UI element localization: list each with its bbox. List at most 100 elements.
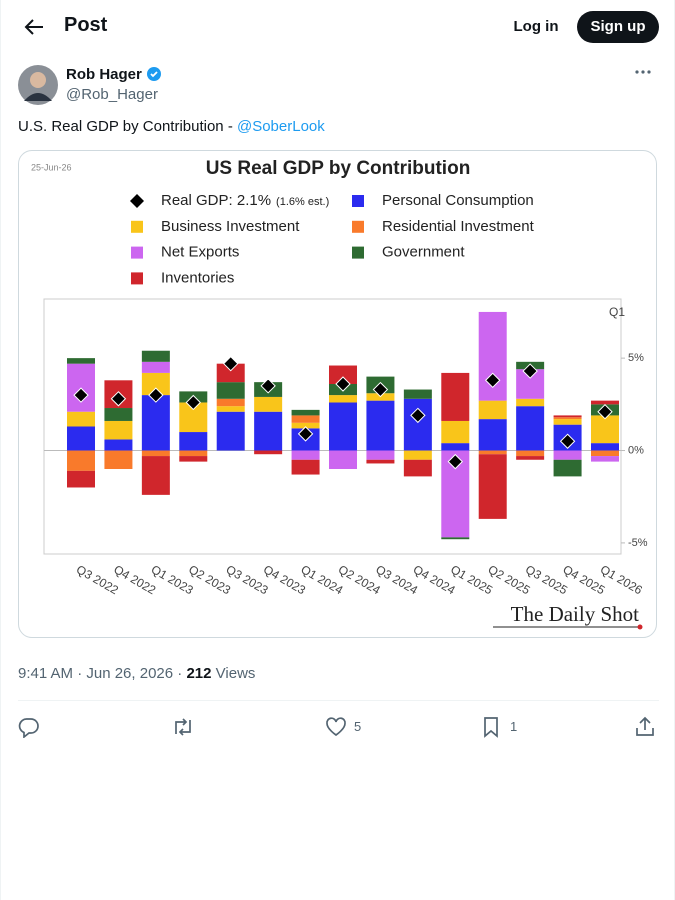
gdp-marker [485,372,501,389]
x-tick-label: Q4 2024 [411,562,458,597]
bar-segment [67,426,95,451]
chart: 25-Jun-26 US Real GDP by Contribution Q1… [31,158,648,630]
like-count: 5 [354,719,362,734]
bar-segment [516,406,545,451]
bar-segment [104,439,133,451]
divider [18,700,659,701]
x-tick-label: Q1 2024 [298,562,345,597]
x-tick-label: Q3 2025 [523,562,570,597]
chart-date: 25-Jun-26 [31,162,72,172]
gdp-marker [185,394,201,411]
legend-swatch [352,195,364,207]
x-tick-label: Q2 2023 [186,562,233,597]
plot-frame [43,298,622,555]
bar-segment [516,398,545,407]
more-menu[interactable] [633,66,653,78]
x-tick-label: Q4 2025 [560,562,607,597]
bar-segment [216,406,245,412]
bar-segment [329,395,357,403]
x-tick-label: Q4 2022 [111,562,158,597]
bar-segment [141,350,170,362]
mention-link[interactable]: @SoberLook [236,118,325,135]
login-button[interactable]: Log in [513,18,559,35]
gdp-marker [597,404,613,420]
x-tick-label: Q3 2024 [373,562,420,597]
bar-segment [441,420,470,444]
bar-segment [403,450,432,460]
legend-label: Inventories [161,269,234,286]
bar-segment [591,450,619,457]
gdp-marker [410,407,426,424]
legend-swatch [352,246,364,259]
gdp-marker [522,363,538,379]
chart-card[interactable]: 25-Jun-26 US Real GDP by Contribution Q1… [18,150,657,638]
bar-segment [403,389,432,399]
bar-segment [141,372,170,396]
bar-segment [329,365,357,384]
bar-segment [366,400,395,451]
bar-segment [591,415,619,444]
back-button[interactable] [23,16,45,38]
bar-segment [67,411,95,427]
post-text-body: U.S. Real GDP by Contribution - [18,118,237,135]
share-button[interactable] [634,715,656,737]
bar-segment [254,450,283,455]
x-tick-label: Q2 2024 [336,562,383,597]
x-tick-label: Q4 2023 [261,562,308,597]
legend-label: Real GDP: 2.1% [161,192,271,209]
like-button[interactable] [325,716,347,738]
timestamp[interactable]: 9:41 AM · Jun 26, 2026 · [18,665,183,682]
bar-segment [478,450,507,455]
bar-segment [179,432,208,451]
gdp-marker [335,376,351,392]
bar-segment [216,382,245,399]
reply-button[interactable] [18,716,40,738]
y-tick-label: -5% [628,537,648,549]
avatar[interactable] [18,65,58,105]
y-tick-label: 5% [628,352,644,364]
gdp-marker [223,355,239,372]
author-handle[interactable]: @Rob_Hager [66,86,158,103]
bar-segment [179,456,208,462]
signup-button[interactable]: Sign up [577,11,659,43]
chart-source: The Daily Shot [511,602,639,626]
bar-segment [67,358,95,364]
bar-segment [516,456,545,460]
post-meta: 9:41 AM · Jun 26, 2026 · 212 Views [18,665,255,682]
gdp-marker [297,426,314,442]
bar-segment [366,450,395,460]
view-count: 212 [186,665,212,682]
legend-swatch [131,246,143,259]
source-dot [637,624,643,630]
author-name-text[interactable]: Rob Hager [66,66,142,83]
bar-segment [441,443,470,451]
repost-button[interactable] [171,716,195,738]
bar-segment [553,459,582,477]
legend-swatch [131,272,143,285]
post-text: U.S. Real GDP by Contribution - @SoberLo… [18,118,325,135]
bar-segment [291,422,320,429]
bar-segment [403,398,432,451]
bar-segment [591,443,619,451]
bar-segment [553,419,582,425]
bar-segment [329,402,357,451]
bookmark-count: 1 [510,719,518,734]
bar-segment [478,419,507,451]
bar-segment [478,454,507,519]
bar-segment [591,456,619,462]
bar-segment [366,459,395,464]
bar-segment [67,470,95,488]
page-title: Post [64,14,108,36]
bar-segment [329,450,357,469]
author-name[interactable]: Rob Hager [66,66,162,83]
bar-segment [104,420,133,440]
x-tick-label: Q3 2022 [74,562,121,597]
x-tick-label: Q1 2023 [149,562,196,597]
gdp-marker [148,387,164,403]
gdp-marker [559,433,576,449]
legend-label: Residential Investment [382,218,535,235]
bar-segment [516,450,545,457]
bar-segment [441,537,470,540]
bookmark-button[interactable] [481,716,503,738]
